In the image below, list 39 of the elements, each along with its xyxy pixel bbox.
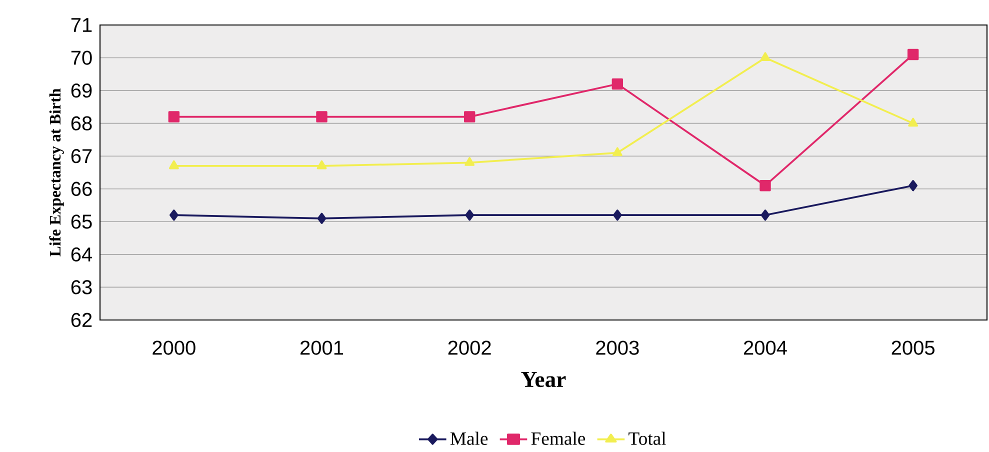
y-tick-label: 66 xyxy=(71,182,92,196)
legend-label: Male xyxy=(450,432,488,445)
point xyxy=(908,180,918,192)
y-tick-label: 67 xyxy=(71,149,92,164)
point xyxy=(168,160,179,170)
x-tick-label: 2002 xyxy=(448,340,491,355)
point xyxy=(464,157,475,166)
point xyxy=(612,78,624,90)
point xyxy=(169,210,178,221)
point xyxy=(907,48,919,60)
point xyxy=(316,160,327,170)
y-tick-label: 71 xyxy=(71,18,92,32)
point xyxy=(760,180,771,192)
point xyxy=(168,111,180,122)
y-tick-label: 64 xyxy=(71,247,92,262)
x-tick-label: 2001 xyxy=(300,340,344,355)
point xyxy=(612,210,622,221)
point xyxy=(464,111,476,122)
y-tick-label: 65 xyxy=(71,214,92,229)
y-tick-label: 68 xyxy=(71,116,92,130)
x-axis-title: Year xyxy=(521,372,566,388)
x-tick-label: 2000 xyxy=(152,340,196,355)
legend-label: Total xyxy=(628,432,666,445)
point xyxy=(465,210,474,221)
y-tick-label: 69 xyxy=(71,83,92,98)
y-axis-title: Life Expectancy at Birth xyxy=(49,88,64,256)
point xyxy=(760,52,770,62)
point xyxy=(760,210,770,221)
x-tick-label: 2005 xyxy=(892,340,934,355)
y-tick-label: 62 xyxy=(71,312,92,328)
y-tick-label: 70 xyxy=(71,50,92,65)
legend-label: Female xyxy=(531,432,586,445)
y-tick-label: 63 xyxy=(71,280,92,294)
point xyxy=(612,147,622,156)
point xyxy=(317,212,326,224)
x-tick-label: 2003 xyxy=(596,340,639,355)
point xyxy=(316,111,328,122)
point xyxy=(908,118,918,127)
x-tick-label: 2004 xyxy=(744,340,787,355)
